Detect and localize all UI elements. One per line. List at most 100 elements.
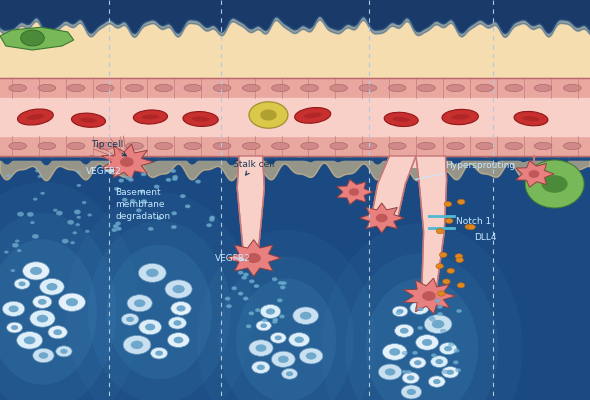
- Circle shape: [406, 370, 411, 374]
- Circle shape: [409, 357, 426, 368]
- Ellipse shape: [476, 84, 494, 92]
- Circle shape: [77, 170, 81, 174]
- Ellipse shape: [388, 84, 406, 92]
- Circle shape: [455, 254, 463, 259]
- Circle shape: [442, 366, 459, 378]
- Circle shape: [423, 292, 435, 300]
- Ellipse shape: [88, 221, 231, 400]
- Circle shape: [457, 283, 465, 288]
- Ellipse shape: [514, 112, 548, 126]
- Ellipse shape: [0, 213, 116, 400]
- Ellipse shape: [345, 253, 499, 400]
- Text: DLL4: DLL4: [474, 234, 496, 242]
- Circle shape: [299, 348, 323, 364]
- Circle shape: [126, 176, 131, 180]
- Circle shape: [11, 269, 15, 272]
- Circle shape: [410, 302, 429, 314]
- Circle shape: [166, 178, 171, 182]
- Circle shape: [275, 336, 282, 340]
- Ellipse shape: [155, 84, 172, 92]
- Circle shape: [87, 214, 92, 216]
- Circle shape: [238, 292, 243, 296]
- Text: Stalk cell: Stalk cell: [233, 160, 274, 175]
- Circle shape: [415, 305, 424, 311]
- Circle shape: [21, 30, 44, 46]
- Circle shape: [173, 320, 182, 326]
- Circle shape: [116, 222, 121, 225]
- Ellipse shape: [271, 142, 289, 150]
- Circle shape: [154, 185, 159, 188]
- Circle shape: [128, 178, 133, 182]
- Ellipse shape: [236, 278, 336, 400]
- Ellipse shape: [242, 142, 260, 150]
- Circle shape: [6, 174, 11, 177]
- Circle shape: [414, 360, 421, 365]
- Circle shape: [436, 229, 444, 234]
- Circle shape: [277, 298, 283, 302]
- Ellipse shape: [359, 142, 377, 150]
- Circle shape: [112, 228, 117, 232]
- Circle shape: [24, 336, 35, 344]
- Circle shape: [141, 172, 146, 176]
- Ellipse shape: [192, 116, 209, 122]
- Ellipse shape: [418, 84, 435, 92]
- Circle shape: [225, 297, 230, 300]
- Ellipse shape: [218, 256, 354, 400]
- Circle shape: [440, 252, 447, 258]
- Circle shape: [416, 335, 438, 350]
- Polygon shape: [337, 180, 373, 204]
- Circle shape: [209, 216, 215, 220]
- Circle shape: [385, 368, 395, 376]
- Circle shape: [56, 211, 63, 215]
- Ellipse shape: [523, 116, 539, 121]
- Circle shape: [428, 376, 445, 387]
- Circle shape: [249, 312, 254, 315]
- Circle shape: [173, 337, 183, 344]
- Polygon shape: [416, 156, 447, 288]
- Circle shape: [418, 307, 423, 311]
- Ellipse shape: [9, 142, 27, 150]
- Circle shape: [74, 210, 81, 214]
- Circle shape: [247, 254, 260, 262]
- Ellipse shape: [366, 278, 478, 400]
- Circle shape: [249, 340, 273, 356]
- Ellipse shape: [535, 142, 552, 150]
- Ellipse shape: [330, 142, 348, 150]
- Circle shape: [407, 389, 416, 395]
- Circle shape: [542, 175, 568, 193]
- Circle shape: [278, 281, 283, 285]
- Circle shape: [156, 216, 162, 220]
- Circle shape: [18, 282, 25, 286]
- Circle shape: [56, 346, 72, 357]
- Circle shape: [378, 364, 402, 380]
- Polygon shape: [227, 240, 281, 276]
- Circle shape: [257, 364, 265, 370]
- Circle shape: [209, 218, 214, 222]
- Circle shape: [431, 354, 437, 357]
- Circle shape: [457, 309, 462, 313]
- Ellipse shape: [294, 108, 331, 123]
- Ellipse shape: [447, 142, 464, 150]
- Circle shape: [155, 350, 163, 356]
- Circle shape: [407, 375, 415, 380]
- Circle shape: [165, 280, 192, 298]
- Circle shape: [62, 239, 68, 243]
- Circle shape: [168, 333, 189, 348]
- Polygon shape: [372, 156, 416, 216]
- Circle shape: [256, 320, 271, 331]
- Circle shape: [272, 277, 277, 281]
- Circle shape: [289, 333, 310, 347]
- Circle shape: [33, 198, 38, 201]
- Ellipse shape: [330, 84, 348, 92]
- Ellipse shape: [304, 112, 322, 118]
- Circle shape: [121, 158, 133, 166]
- Circle shape: [122, 198, 127, 202]
- Circle shape: [432, 320, 444, 328]
- Circle shape: [260, 109, 277, 121]
- Circle shape: [176, 305, 186, 312]
- Circle shape: [32, 234, 38, 238]
- Ellipse shape: [80, 118, 97, 123]
- Circle shape: [27, 212, 34, 216]
- Circle shape: [150, 348, 168, 359]
- Circle shape: [437, 305, 442, 308]
